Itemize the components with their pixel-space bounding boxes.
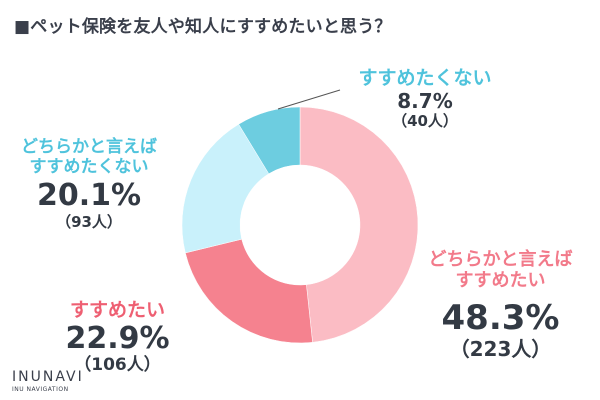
label-susumetai: すすめたい 22.9% （106人） (30, 299, 205, 376)
percent-label: 22.9% (65, 320, 170, 356)
count-label: （106人） (74, 355, 161, 376)
donut-slice-2 (181, 123, 270, 254)
logo-text: INUNAVI (12, 369, 84, 385)
category-label-line: すすめたい (455, 269, 546, 291)
category-label-line: どちらかと言えば (21, 137, 157, 157)
count-label: （40人） (392, 111, 458, 130)
brand-logo: INUNAVI INU NAVIGATION (12, 370, 84, 393)
percent-label: 48.3% (441, 298, 560, 339)
label-dochiraka-susumetai: どちらかと言えば すすめたい 48.3% （223人） (408, 249, 593, 362)
label-dochiraka-susumetakunai: どちらかと言えば すすめたくない 20.1% （93人） (0, 137, 178, 231)
slices-group (181, 106, 419, 344)
leader-line-susumetakunai (277, 89, 341, 110)
label-susumetakunai: すすめたくない 8.7% （40人） (340, 67, 510, 130)
donut-slice-0 (299, 106, 419, 343)
percent-label: 8.7% (397, 88, 453, 113)
donut-slice-1 (185, 238, 313, 344)
donut-slice-3 (238, 106, 301, 175)
category-label-line: すすめたくない (29, 156, 149, 177)
count-label: （223人） (449, 337, 552, 362)
count-label: （93人） (56, 212, 122, 231)
category-label-line: すすめたい (69, 299, 165, 321)
logo-tagline: INU NAVIGATION (12, 386, 69, 393)
percent-label: 20.1% (36, 178, 142, 214)
category-label-line: どちらかと言えば (428, 249, 573, 270)
category-label-line: すすめたくない (358, 67, 492, 89)
chart-title: ■ペット保険を友人や知人にすすめたいと思う？ (14, 17, 392, 37)
